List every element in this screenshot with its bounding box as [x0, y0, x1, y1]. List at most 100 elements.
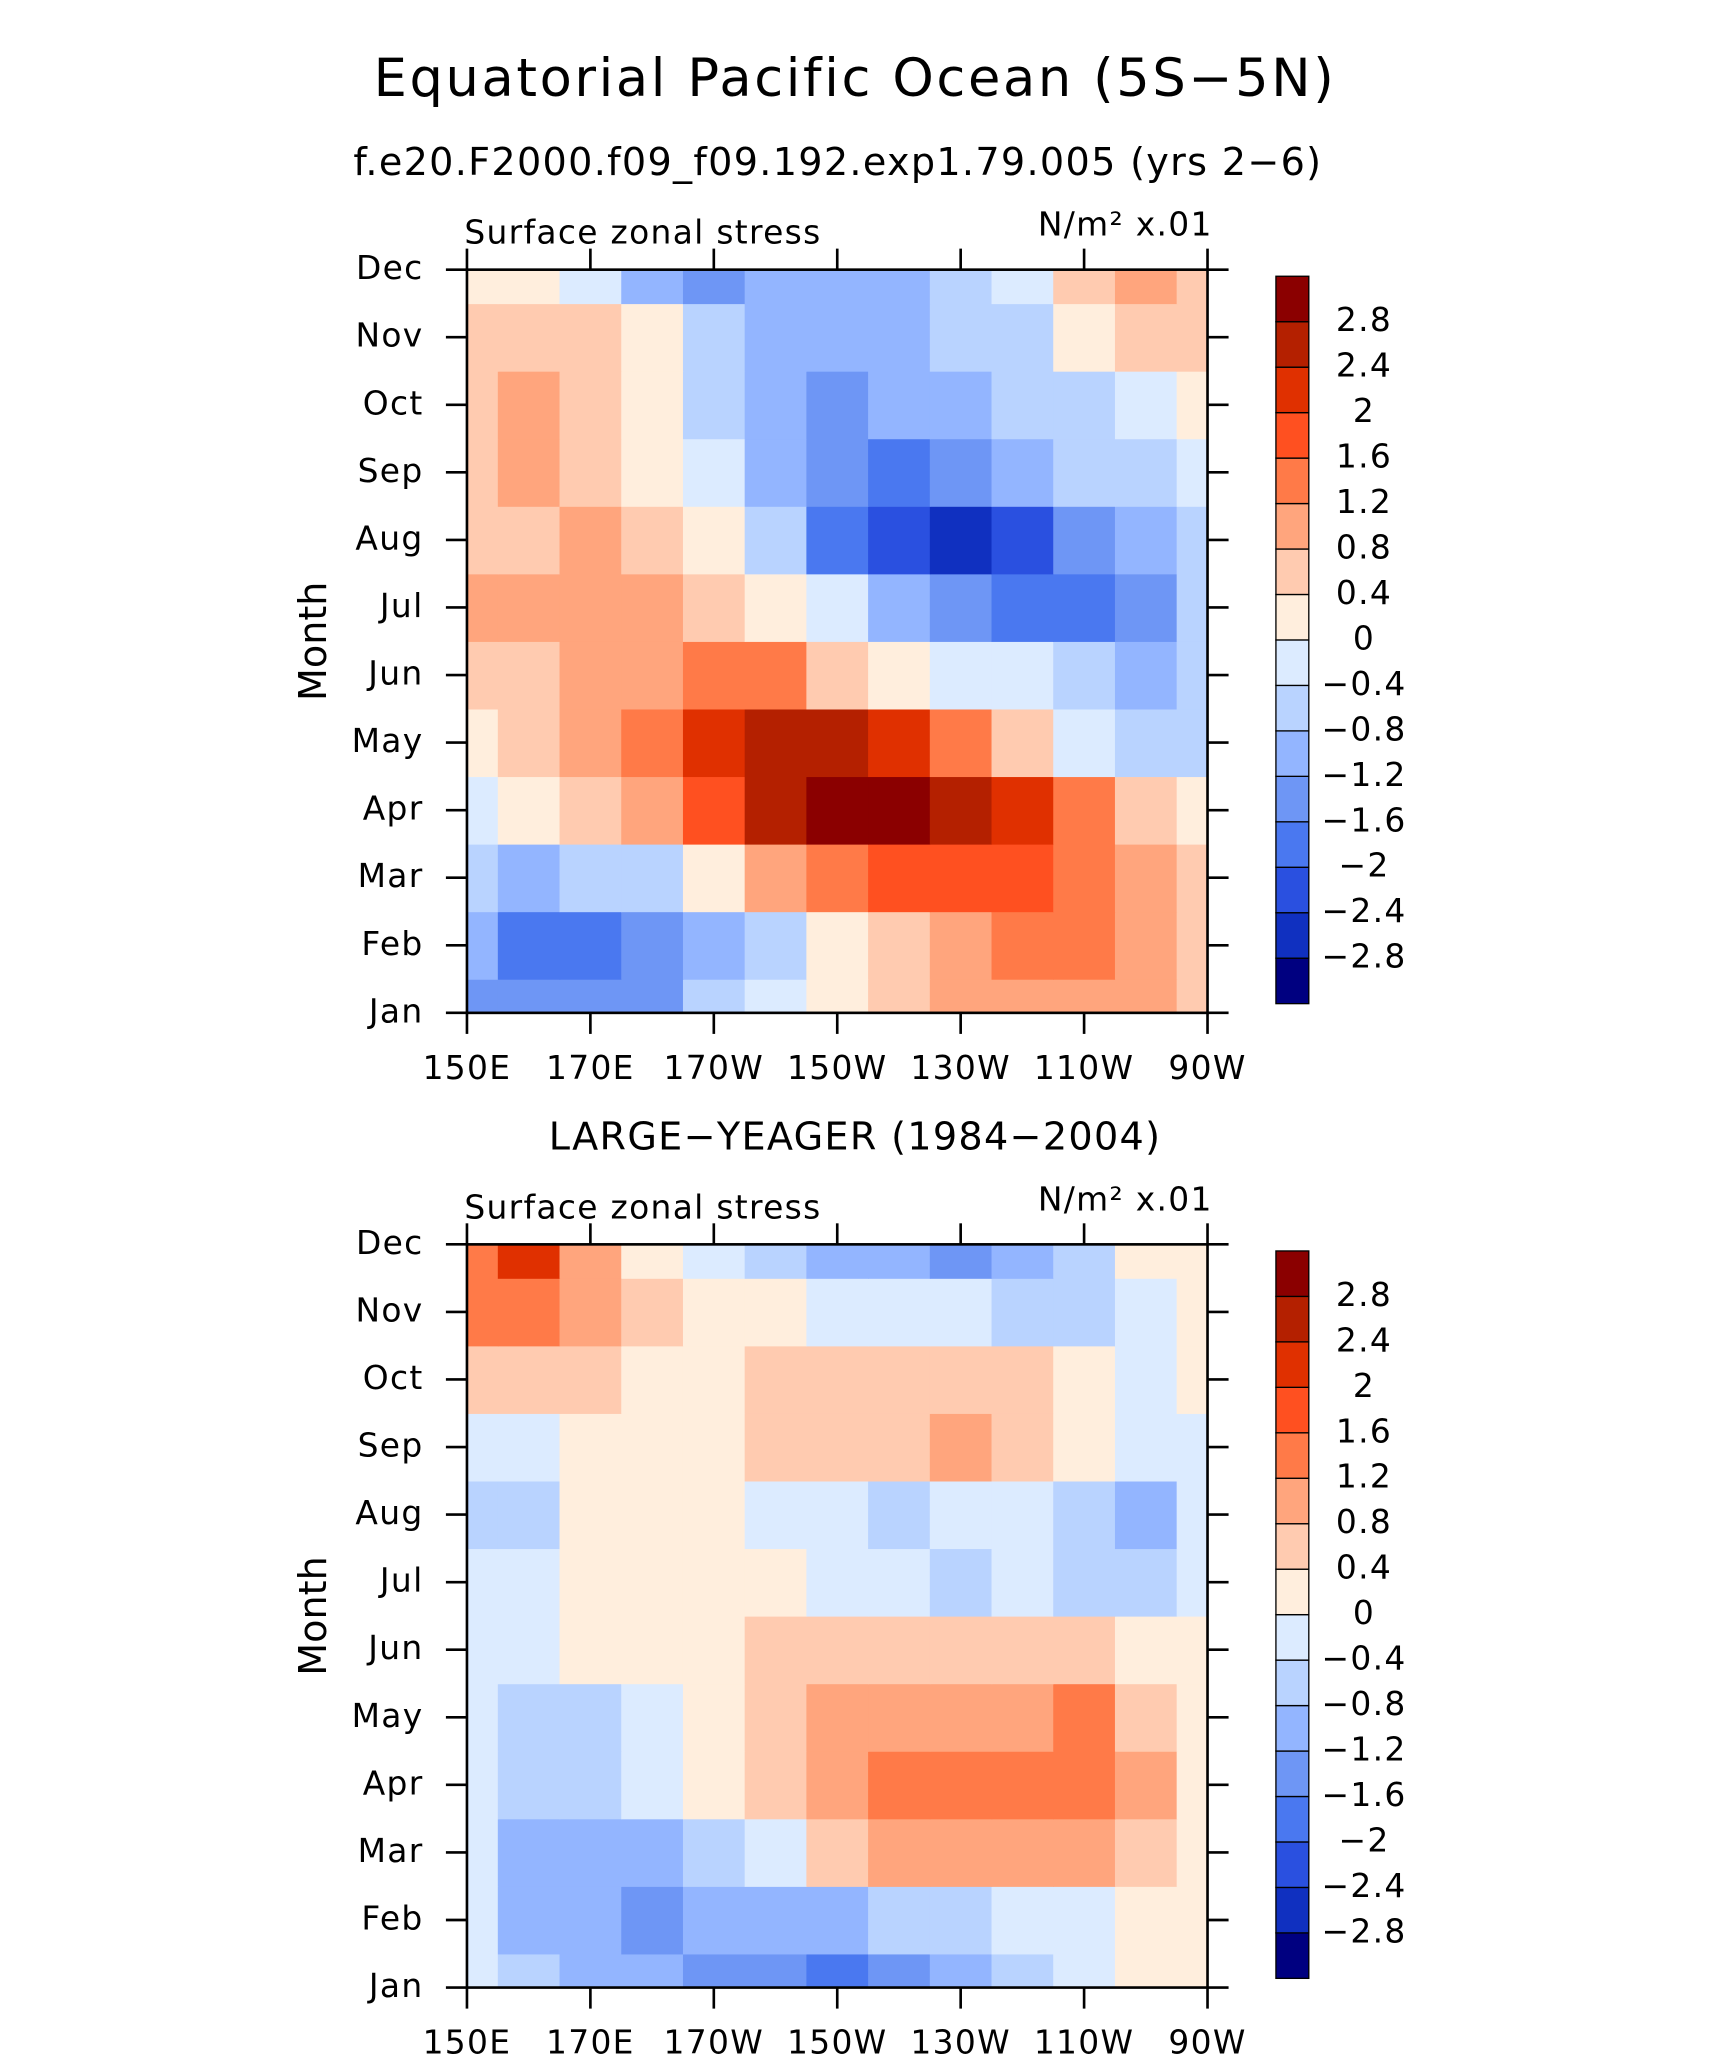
colorbar-box — [1275, 593, 1310, 641]
contour-cell — [682, 506, 746, 575]
contour-cell — [497, 1683, 561, 1752]
contour-cell — [1114, 708, 1178, 778]
contour-cell — [868, 1244, 931, 1279]
colorbar-box — [1275, 1341, 1310, 1388]
contour-cell — [868, 843, 931, 913]
chart-title: Equatorial Pacific Ocean (5S−5N) — [374, 48, 1337, 109]
contour-cell — [1114, 506, 1178, 575]
contour-cell — [806, 708, 869, 778]
contour-cell — [1176, 573, 1209, 642]
contour-cell — [1053, 1413, 1116, 1482]
contour-cell — [1176, 1345, 1209, 1414]
contour-cell — [991, 776, 1054, 845]
contour-cell — [621, 1886, 684, 1955]
contour-cell — [929, 1244, 993, 1279]
colorbar-box — [1275, 321, 1310, 368]
y-tick-label: Jan — [367, 1966, 424, 2005]
contour-cell — [621, 979, 684, 1014]
colorbar-box — [1275, 1477, 1310, 1525]
colorbar-label: −0.4 — [1322, 664, 1407, 703]
colorbar-box — [1275, 1568, 1310, 1616]
contour-cell — [1053, 708, 1116, 778]
contour-cell — [466, 1345, 499, 1414]
contour-cell — [497, 573, 561, 642]
contour-cell — [621, 1818, 684, 1887]
contour-cell — [682, 1615, 746, 1685]
colorbar-label: 0.4 — [1336, 1548, 1392, 1587]
contour-cell — [1176, 269, 1209, 305]
colorbar-box — [1275, 1659, 1310, 1707]
contour-cell — [868, 1480, 931, 1550]
contour-cell — [497, 979, 561, 1014]
y-tick-label: Jun — [366, 1628, 423, 1667]
contour-cell — [806, 1345, 869, 1414]
contour-cell — [621, 1953, 684, 1989]
contour-cell — [806, 979, 869, 1014]
contour-cell — [466, 438, 499, 507]
contour-cell — [682, 303, 746, 372]
colorbar-label: 0.4 — [1336, 573, 1392, 612]
contour-cell — [929, 979, 993, 1014]
contour-cell — [559, 979, 622, 1014]
contour-cell — [466, 303, 499, 372]
colorbar-box — [1275, 684, 1310, 732]
contour-cell — [1053, 1548, 1116, 1617]
colorbar-box — [1275, 1886, 1310, 1934]
contour-cell — [682, 1413, 746, 1482]
contour-cell — [1176, 708, 1209, 778]
contour-cell — [621, 1244, 684, 1279]
y-tick-label: Oct — [363, 1358, 424, 1397]
contour-cell — [466, 269, 499, 305]
contour-cell — [929, 708, 993, 778]
colorbar-box — [1275, 457, 1310, 505]
contour-cell — [868, 1345, 931, 1414]
contour-cell — [1114, 269, 1178, 305]
contour-cell — [991, 1818, 1054, 1887]
contour-cell — [621, 1345, 684, 1414]
contour-cell — [559, 776, 622, 845]
contour-cell — [621, 573, 684, 642]
contour-cell — [991, 1953, 1054, 1989]
contour-cell — [1114, 1345, 1178, 1414]
contour-cell — [466, 776, 499, 845]
contour-cell — [744, 1345, 808, 1414]
colorbar-label: 0 — [1353, 618, 1375, 657]
contour-cell — [1176, 1480, 1209, 1550]
contour-cell — [497, 506, 561, 575]
colorbar-label: −2.8 — [1322, 937, 1407, 976]
right-label: N/m² x.01 — [1038, 205, 1213, 244]
contour-cell — [929, 1345, 993, 1414]
y-tick-label: Jun — [366, 654, 423, 693]
contour-cell — [497, 1886, 561, 1955]
y-tick-label: Jan — [367, 991, 424, 1030]
x-tick-label: 150E — [423, 1048, 512, 1087]
contour-cell — [682, 843, 746, 913]
contour-cell — [929, 641, 993, 710]
contour-cell — [868, 1818, 931, 1887]
contour-cell — [1114, 979, 1178, 1014]
contour-cell — [559, 1751, 622, 1820]
contour-cell — [497, 303, 561, 372]
contour-cell — [806, 1953, 869, 1989]
x-tick-label: 170E — [546, 1048, 635, 1087]
contour-cell — [682, 1683, 746, 1752]
contour-cell — [621, 776, 684, 845]
contour-cell — [991, 708, 1054, 778]
contour-cell — [1053, 843, 1116, 913]
contour-cell — [559, 1548, 622, 1617]
contour-cell — [744, 1480, 808, 1550]
colorbar-label: 2.8 — [1336, 300, 1392, 339]
contour-cell — [1176, 506, 1209, 575]
contour-cell — [806, 1683, 869, 1752]
contour-cell — [868, 506, 931, 575]
colorbar-label: −2 — [1339, 1820, 1390, 1859]
colorbar-label: 1.6 — [1336, 1411, 1392, 1450]
contour-cell — [559, 1413, 622, 1482]
contour-cell — [1114, 1886, 1178, 1955]
colorbar-box — [1275, 775, 1310, 823]
y-tick-label: May — [352, 721, 424, 760]
y-tick-label: Jul — [378, 1561, 424, 1600]
contour-cell — [868, 1886, 931, 1955]
